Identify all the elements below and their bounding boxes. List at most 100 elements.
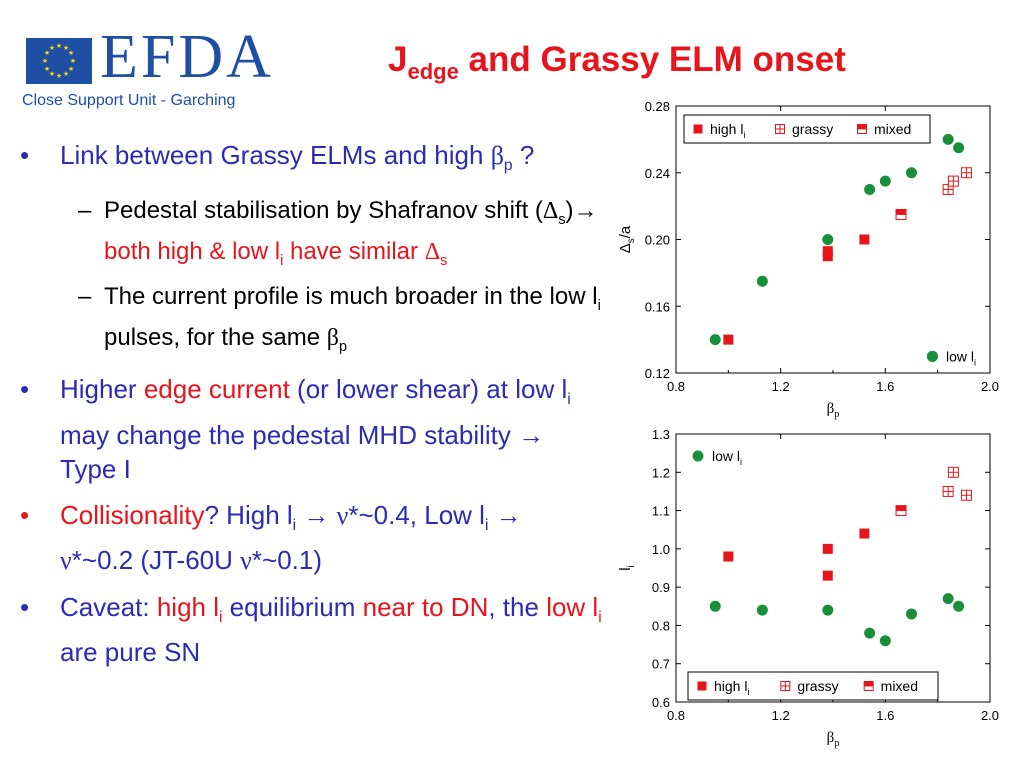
y-tick-label: 0.20: [645, 233, 670, 248]
bullet-list: • Link between Grassy ELMs and high βp ?…: [20, 138, 602, 681]
data-point: [953, 600, 965, 612]
y-tick-label: 0.6: [652, 695, 670, 710]
data-point: [857, 124, 867, 134]
data-point: [953, 142, 965, 154]
data-point: [906, 167, 917, 179]
data-point: [822, 604, 834, 616]
legend-label: grassy: [792, 121, 833, 137]
data-point: [723, 551, 734, 562]
y-tick-label: 0.8: [652, 618, 670, 633]
x-tick-label: 1.2: [772, 379, 790, 394]
data-point: [960, 489, 972, 501]
svg-text:★: ★: [44, 65, 50, 73]
eu-flag-icon: ★ ★ ★ ★ ★ ★ ★ ★ ★ ★ ★ ★: [26, 38, 92, 84]
annotation-label: low li: [946, 348, 976, 367]
data-point: [697, 681, 707, 691]
data-point: [692, 450, 704, 462]
efda-logo: ★ ★ ★ ★ ★ ★ ★ ★ ★ ★ ★ ★ EFDA Close Support Unit …: [22, 26, 322, 114]
data-point: [942, 593, 954, 605]
data-point: [859, 528, 870, 539]
legend-label: high li: [710, 121, 745, 140]
data-point: [775, 124, 785, 134]
bullet-item: • Caveat: high li equilibrium near to DN…: [20, 591, 602, 667]
data-point: [895, 505, 907, 517]
x-tick-label: 1.2: [772, 708, 790, 723]
legend-label: high li: [714, 678, 749, 697]
data-point: [947, 466, 959, 478]
y-tick-label: 0.7: [652, 657, 670, 672]
y-tick-label: 0.9: [652, 580, 670, 595]
x-tick-label: 2.0: [981, 708, 999, 723]
data-point: [709, 334, 721, 346]
x-tick-label: 1.6: [876, 708, 894, 723]
chart-group: 0.8 1.2 1.6 2.0 0.6 0.7 0.8 0.9 1.0 1.1 1.2 1.3 βp li…: [617, 427, 999, 749]
data-point: [709, 600, 721, 612]
svg-text:★: ★: [56, 42, 62, 50]
legend-label: mixed: [881, 678, 918, 694]
y-tick-label: 1.0: [652, 542, 670, 557]
data-point: [906, 608, 917, 620]
title-main: J: [388, 40, 408, 79]
data-point: [947, 175, 959, 187]
data-point: [822, 570, 833, 581]
data-point: [863, 681, 874, 691]
data-point: [942, 133, 954, 145]
y-tick-label: 0.12: [645, 366, 670, 381]
svg-text:★: ★: [44, 49, 50, 57]
sub-bullet-item: – The current profile is much broader in…: [78, 282, 601, 355]
svg-text:★: ★: [56, 72, 62, 80]
data-point: [879, 635, 891, 647]
data-point: [864, 627, 876, 639]
data-point: [822, 246, 833, 257]
svg-text:★: ★: [63, 44, 69, 52]
data-point: [822, 543, 833, 554]
brand-subtitle: Close Support Unit - Garching: [22, 92, 236, 109]
y-tick-label: 0.24: [645, 166, 670, 181]
data-point: [822, 234, 834, 245]
brand-name: EFDA: [100, 23, 274, 91]
svg-text:★: ★: [70, 57, 76, 65]
bullet-item: • Link between Grassy ELMs and high βp ?: [20, 140, 535, 175]
svg-text:★: ★: [49, 70, 55, 78]
data-point: [879, 175, 891, 187]
x-tick-label: 0.8: [667, 379, 685, 394]
plot-frame: [675, 433, 991, 703]
svg-text:★: ★: [68, 49, 74, 57]
x-tick-label: 0.8: [667, 708, 685, 723]
data-point: [942, 485, 954, 497]
legend-box: [683, 114, 931, 144]
y-tick-label: 1.3: [652, 427, 670, 442]
x-axis-label: βp: [827, 730, 840, 749]
y-tick-label: 1.2: [652, 465, 670, 480]
data-point: [926, 350, 938, 362]
bullet-item: • Collisionality? High li → ν*~0.4, Low …: [20, 499, 522, 575]
data-point: [864, 183, 876, 195]
y-axis-label: li: [617, 565, 637, 571]
data-point: [960, 167, 972, 179]
y-axis-label: Δs/a: [617, 225, 637, 253]
y-tick-label: 0.16: [645, 299, 670, 314]
y-tick-label: 1.1: [652, 504, 670, 519]
y-tick-label: 0.28: [645, 99, 670, 114]
data-point: [780, 681, 791, 691]
svg-text:★: ★: [42, 57, 48, 65]
title-rest: and Grassy ELM onset: [458, 40, 846, 79]
bullet-item: • Higher edge current (or lower shear) a…: [20, 374, 571, 484]
data-point: [723, 334, 734, 345]
slide-title: Jedge and Grassy ELM onset: [388, 40, 846, 85]
chart-group: 0.8 1.2 1.6 2.00.120.160.200.240.28βpΔs/ahi…: [617, 99, 999, 420]
data-point: [822, 251, 833, 262]
legend-label: grassy: [797, 678, 838, 694]
x-tick-label: 2.0: [981, 379, 999, 394]
x-tick-label: 1.6: [876, 379, 894, 394]
sub-bullet-item: – Pedestal stabilisation by Shafranov sh…: [78, 197, 598, 269]
data-point: [859, 234, 870, 245]
legend-box: [687, 671, 939, 701]
title-sub: edge: [407, 59, 459, 84]
svg-text:★: ★: [49, 44, 55, 52]
svg-text:★: ★: [63, 70, 69, 78]
data-point: [756, 275, 768, 287]
legend-label: mixed: [874, 121, 911, 137]
legend-label: low li: [712, 448, 742, 467]
